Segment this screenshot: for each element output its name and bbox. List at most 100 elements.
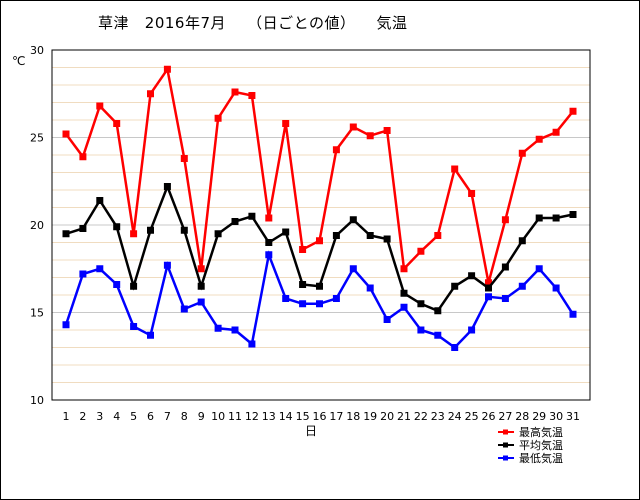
x-tick-label: 26 (482, 410, 496, 423)
y-tick-label: 30 (30, 44, 44, 57)
data-point-1 (79, 153, 87, 161)
data-point-1 (147, 90, 154, 98)
data-point-2 (434, 307, 442, 315)
data-point-2 (552, 214, 560, 222)
data-point-1 (552, 128, 560, 136)
data-point-3 (248, 340, 256, 348)
x-tick-label: 8 (181, 410, 188, 423)
data-point-2 (265, 239, 273, 246)
y-tick-labels: 10 15 20 25 30 (30, 44, 44, 407)
legend-label: 平均気温 (519, 438, 563, 452)
data-point-2 (96, 197, 104, 204)
data-point-3 (62, 321, 70, 329)
data-point-1 (130, 230, 138, 238)
series-group (62, 65, 577, 351)
data-point-2 (316, 282, 323, 290)
data-point-3 (535, 265, 543, 273)
x-tick-label: 11 (228, 410, 242, 423)
data-point-2 (197, 282, 205, 290)
data-point-3 (265, 251, 273, 259)
x-tick-label: 14 (279, 410, 293, 423)
legend-swatch-marker (503, 455, 508, 461)
data-point-1 (180, 155, 188, 162)
x-tick-label: 9 (198, 410, 205, 423)
data-point-2 (248, 212, 256, 220)
data-point-3 (366, 284, 374, 292)
data-point-3 (552, 284, 560, 292)
data-point-3 (349, 265, 357, 273)
data-point-1 (299, 246, 307, 253)
data-point-1 (96, 102, 104, 110)
data-point-2 (79, 225, 87, 232)
x-tick-label: 19 (363, 410, 377, 423)
x-tick-label: 12 (245, 410, 259, 423)
data-point-3 (79, 270, 87, 278)
data-point-1 (518, 149, 526, 157)
data-point-2 (62, 230, 70, 238)
data-point-2 (468, 272, 476, 280)
y-tick-label: 20 (30, 219, 44, 232)
data-point-1 (451, 165, 459, 173)
x-tick-label: 3 (96, 410, 103, 423)
data-point-1 (535, 135, 543, 143)
data-point-2 (518, 237, 526, 245)
data-point-3 (282, 295, 290, 302)
x-tick-label: 22 (414, 410, 428, 423)
data-point-2 (147, 226, 154, 234)
data-point-3 (147, 331, 154, 339)
data-point-3 (113, 281, 121, 288)
x-tick-label: 17 (329, 410, 343, 423)
x-tick-label: 28 (515, 410, 529, 423)
data-point-3 (501, 295, 509, 302)
data-point-2 (569, 211, 577, 218)
data-point-2 (332, 232, 340, 239)
data-point-3 (163, 261, 171, 269)
data-point-3 (299, 300, 307, 308)
x-tick-label: 2 (79, 410, 86, 423)
y-tick-label: 25 (30, 132, 44, 145)
data-point-1 (231, 88, 239, 96)
y-axis-label: ℃ (12, 54, 25, 68)
data-point-2 (231, 218, 239, 225)
series-line-1 (64, 66, 574, 284)
data-point-3 (197, 298, 205, 306)
x-tick-label: 30 (549, 410, 563, 423)
data-point-3 (485, 293, 492, 301)
data-point-3 (316, 300, 323, 308)
y-tick-label: 10 (30, 394, 44, 407)
data-point-3 (468, 326, 476, 334)
data-point-3 (417, 326, 425, 334)
x-tick-label: 16 (313, 410, 327, 423)
data-point-2 (130, 282, 138, 290)
data-point-1 (501, 216, 509, 224)
y-tick-label: 15 (30, 307, 44, 320)
x-tick-label: 15 (296, 410, 310, 423)
data-point-3 (231, 326, 239, 334)
x-tick-label: 13 (262, 410, 276, 423)
data-point-3 (569, 310, 577, 318)
data-point-2 (451, 282, 459, 290)
data-point-1 (282, 120, 290, 127)
data-point-3 (400, 303, 408, 311)
x-tick-label: 1 (63, 410, 70, 423)
data-point-1 (366, 132, 374, 140)
data-point-2 (485, 284, 492, 292)
x-tick-label: 24 (448, 410, 462, 423)
plot-area-border (51, 49, 591, 401)
data-point-2 (501, 263, 509, 271)
x-tick-label: 5 (130, 410, 137, 423)
data-point-1 (434, 232, 442, 239)
x-tick-label: 29 (532, 410, 546, 423)
data-point-1 (468, 190, 476, 197)
data-point-3 (383, 316, 391, 323)
x-tick-label: 23 (431, 410, 445, 423)
legend-label: 最低気温 (519, 451, 563, 465)
data-point-2 (214, 230, 222, 238)
data-point-1 (197, 265, 205, 273)
data-point-1 (316, 237, 323, 245)
x-tick-label: 25 (465, 410, 479, 423)
x-tick-label: 20 (380, 410, 394, 423)
data-point-1 (417, 247, 425, 255)
data-point-1 (163, 65, 171, 73)
